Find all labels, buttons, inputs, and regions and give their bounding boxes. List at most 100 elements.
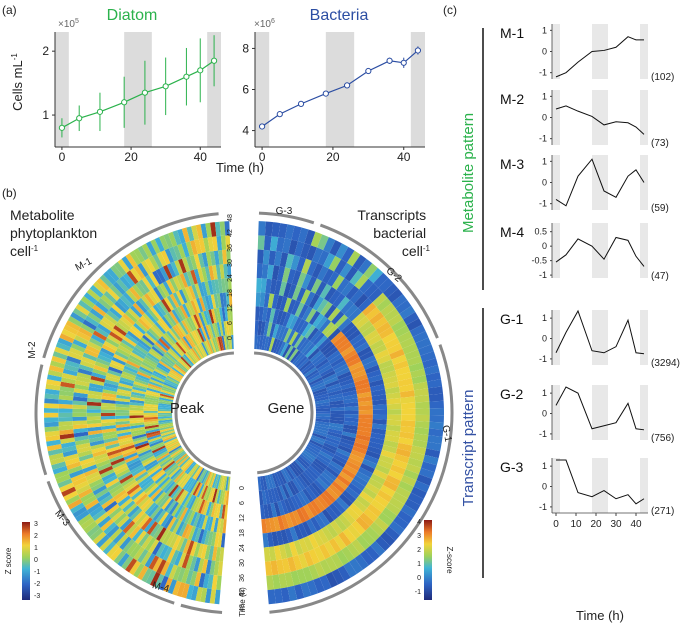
heatmap-cell	[163, 481, 176, 494]
heatmap-cell	[397, 442, 413, 452]
heatmap-cell	[290, 570, 301, 586]
heatmap-cell	[314, 396, 329, 402]
heatmap-cell	[298, 320, 309, 335]
heatmap-cell	[214, 489, 220, 504]
data-point	[76, 115, 83, 122]
heatmap-cell	[287, 298, 297, 314]
heatmap-cell	[328, 289, 342, 305]
heatmap-cell	[301, 258, 312, 275]
heatmap-cell	[428, 393, 444, 402]
heatmap-cell	[221, 490, 226, 505]
heatmap-cell	[115, 420, 130, 426]
heatmap-cell	[214, 322, 220, 337]
heatmap-cell	[323, 489, 336, 504]
heatmap-cell	[325, 556, 338, 572]
heatmap-cell	[341, 431, 357, 439]
pattern-count: (271)	[651, 506, 674, 517]
heatmap-cell	[231, 334, 234, 350]
heatmap-cell	[119, 442, 135, 449]
heatmap-cell	[342, 528, 357, 543]
heatmap-cell	[183, 272, 192, 287]
heatmap-cell	[398, 384, 414, 393]
heatmap-cell	[370, 473, 386, 485]
heatmap-cell	[328, 353, 343, 365]
data-point	[297, 100, 305, 107]
heatmap-cell	[135, 493, 148, 506]
heatmap-cell	[352, 499, 368, 513]
heatmap-cell	[339, 438, 355, 446]
heatmap-cell	[197, 267, 205, 283]
heatmap-cell	[87, 311, 102, 324]
heatmap-cell	[330, 410, 345, 415]
heatmap-cell	[140, 551, 152, 566]
heatmap-cell	[271, 473, 279, 488]
time-tick-upper: 6	[227, 321, 234, 325]
heatmap-cell	[225, 476, 229, 491]
heatmap-cell	[153, 448, 168, 458]
heatmap-cell	[181, 508, 191, 523]
heatmap-cell	[155, 302, 167, 316]
heatmap-cell	[210, 531, 217, 547]
heatmap-cell	[222, 518, 227, 534]
heatmap-cell	[138, 279, 151, 294]
heatmap-cell	[296, 336, 308, 351]
heatmap-cell	[315, 410, 331, 414]
patterns-xlabel: Time (h)	[576, 608, 624, 623]
heatmap-cell	[142, 313, 155, 326]
heatmap-cell	[70, 473, 86, 483]
heatmap-cell	[218, 307, 224, 322]
heatmap-cell	[404, 349, 421, 361]
data-point	[322, 90, 329, 97]
heatmap-cell	[59, 433, 75, 440]
colorbar-left-tick: 1	[34, 545, 38, 552]
heatmap-cell	[406, 355, 423, 367]
cluster-arcs	[34, 211, 454, 615]
heatmap-cell	[296, 508, 307, 524]
heatmap-cell	[328, 255, 342, 272]
x-tick-label: 20	[124, 150, 138, 164]
heatmap-cell	[125, 558, 138, 573]
heatmap-cell	[144, 258, 156, 273]
pattern-m-1: 10-1M-1(102)	[500, 24, 674, 83]
pattern-count: (102)	[651, 72, 674, 83]
heatmap-cell	[109, 454, 124, 463]
heatmap-cell	[369, 379, 385, 388]
heatmap-cell	[154, 573, 165, 589]
heatmap-cell	[382, 283, 399, 298]
heatmap-cell	[144, 426, 160, 432]
heatmap-cell	[155, 509, 167, 524]
heatmap-cell	[301, 322, 313, 337]
heatmap-cell	[344, 325, 359, 339]
pattern-count: (73)	[651, 138, 669, 149]
heatmap-cell	[325, 571, 339, 588]
heatmap-cell	[135, 512, 148, 526]
heatmap-cell	[164, 378, 179, 387]
heatmap-cell	[345, 285, 360, 301]
heatmap-cell	[144, 553, 156, 568]
heatmap-cell	[354, 274, 369, 290]
dark-period-0	[552, 90, 560, 145]
heatmap-cell	[168, 328, 180, 342]
heatmap-cell	[335, 496, 350, 511]
heatmap-cell	[311, 263, 324, 279]
heatmap-cell	[385, 429, 401, 438]
heatmap-cell	[207, 280, 214, 295]
heatmap-cell	[261, 264, 269, 279]
heatmap-cell	[135, 281, 147, 296]
heatmap-cell	[270, 488, 278, 503]
heatmap-cell	[194, 329, 203, 344]
heatmap-cell	[292, 478, 303, 493]
heatmap-cell	[139, 497, 153, 511]
heatmap-cell	[319, 450, 334, 461]
heatmap-cell	[169, 293, 180, 308]
heatmap-cell	[276, 471, 285, 486]
heatmap-cell	[275, 324, 283, 340]
heatmap-cell	[128, 525, 141, 540]
heatmap-cell	[144, 424, 159, 430]
heatmap-cell	[205, 309, 213, 325]
dark-period-1	[592, 458, 608, 513]
heatmap-cell	[96, 491, 111, 503]
heatmap-cell	[141, 276, 154, 291]
heatmap-cell	[349, 333, 365, 346]
